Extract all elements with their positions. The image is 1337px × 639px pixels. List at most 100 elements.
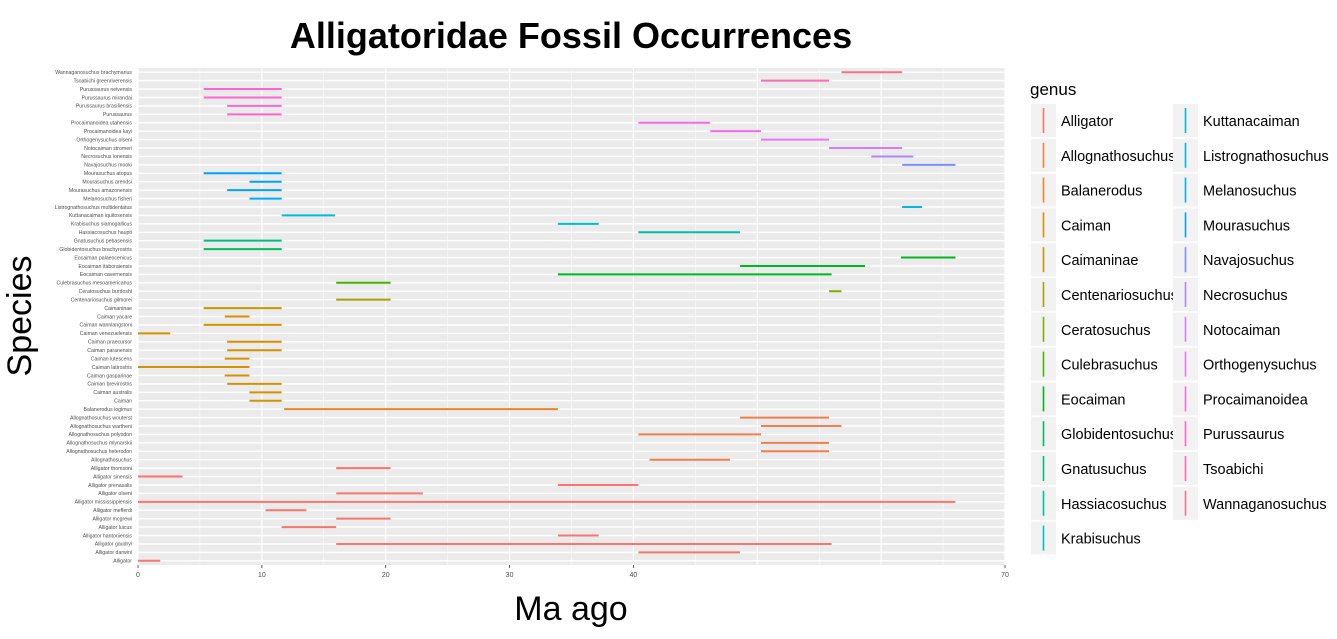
legend-label: Necrosuchus <box>1203 288 1288 304</box>
species-tick-label: Eocaiman cavernensis <box>80 272 133 278</box>
legend-label: Krabisuchus <box>1061 532 1141 548</box>
legend-item: Mourasuchus <box>1173 208 1290 242</box>
legend-item: Kuttanacaiman <box>1173 104 1300 137</box>
x-axis: 0 10 20 30 40 70 <box>136 565 1009 579</box>
legend-item: Krabisuchus <box>1031 521 1141 555</box>
x-tick-label: 70 <box>1001 572 1009 579</box>
species-tick-label: Alligator olseni <box>98 491 132 497</box>
species-tick-label: Caiman <box>114 399 132 405</box>
species-tick-label: Alligator luicus <box>99 525 133 531</box>
legend-label: Wannaganosuchus <box>1203 497 1327 513</box>
species-tick-label: Caiman praecursor <box>88 340 132 346</box>
x-axis-title: Ma ago <box>514 590 627 628</box>
species-tick-label: Mourasuchus atopus <box>84 171 133 177</box>
species-tick-label: Mourasuchus amazonensis <box>69 188 133 194</box>
species-tick-label: Alligator mcgrewi <box>93 516 133 522</box>
species-tick-label: Alligator gaudryi <box>95 542 132 548</box>
species-tick-label: Gnatusuchus pebasensis <box>74 238 133 244</box>
species-tick-label: Purussaurus neivensis <box>80 87 133 93</box>
legend-label: Culebrasuchus <box>1061 358 1158 374</box>
species-tick-label: Notocaiman stromeri <box>84 146 132 152</box>
legend-label: Alligator <box>1061 114 1114 130</box>
legend-item: Globidentosuchus <box>1031 417 1177 451</box>
y-axis-title: Species <box>1 256 39 377</box>
legend-item: Necrosuchus <box>1173 278 1288 311</box>
legend-label: Notocaiman <box>1203 323 1280 339</box>
legend-label: Allognathosuchus <box>1061 149 1175 165</box>
species-tick-label: Balanerodus logimus <box>84 407 133 413</box>
species-tick-label: Mourasuchus arendsi <box>82 180 132 186</box>
species-tick-label: Globidentosuchus brachyrostris <box>59 247 132 253</box>
species-tick-label: Wannaganosuchus brachymanus <box>55 70 132 76</box>
legend-label: Hassiacosuchus <box>1061 497 1167 513</box>
species-tick-label: Purussaurus <box>103 112 133 118</box>
species-tick-label: Alligator sinensis <box>93 474 132 480</box>
legend-item: Orthogenysuchus <box>1173 347 1317 381</box>
legend-label: Balanerodus <box>1061 184 1142 200</box>
species-tick-label: Procaimanoidea kayi <box>84 129 132 135</box>
legend-item: Ceratosuchus <box>1031 312 1150 346</box>
legend-item: Eocaiman <box>1031 382 1125 416</box>
x-tick-label: 0 <box>136 572 140 579</box>
species-tick-label: Alligator prenasalis <box>88 483 132 489</box>
species-tick-label: Alligator thomsoni <box>91 466 132 472</box>
species-tick-label: Culebrasuchus mesoamericanus <box>56 281 132 287</box>
legend-item: Tsoabichi <box>1173 452 1263 485</box>
species-tick-label: Ceratosuchus burdoshi <box>79 289 132 295</box>
legend-label: Melanosuchus <box>1203 184 1297 200</box>
species-tick-label: Allognathosuchus wouterst <box>70 415 133 421</box>
x-tick-label: 20 <box>382 572 390 579</box>
species-tick-label: Alligator hantoniensis <box>83 533 133 539</box>
species-tick-label: Eocaiman itaboraiensis <box>78 264 132 270</box>
legend-label: Listrognathosuchus <box>1203 149 1329 165</box>
legend-item: Melanosuchus <box>1173 173 1297 207</box>
legend-label: Tsoabichi <box>1203 462 1263 478</box>
species-tick-label: Allognathosuchus <box>91 458 132 464</box>
legend-item: Balanerodus <box>1031 173 1142 207</box>
species-tick-label: Kuttanacaiman iquitosensis <box>69 213 133 219</box>
species-tick-label: Listrognathosuchus multidentatus <box>55 205 133 211</box>
legend-label: Purussaurus <box>1203 427 1284 443</box>
species-tick-label: Alligator <box>113 559 132 565</box>
species-tick-label: Centenariosuchus gilmorei <box>71 297 132 303</box>
species-tick-label: Allognathosuchus mlynarskii <box>67 441 132 447</box>
legend-item: Purussaurus <box>1173 417 1284 451</box>
legend-label: Navajosuchus <box>1203 253 1294 269</box>
species-tick-label: Krabisuchus siamogallicus <box>71 222 133 228</box>
legend-label: Ceratosuchus <box>1061 323 1150 339</box>
species-ranges <box>138 71 956 562</box>
species-tick-label: Allognathosuchus heterodon <box>66 449 132 455</box>
species-tick-label: Caiman latirostris <box>92 365 132 371</box>
legend-item: Hassiacosuchus <box>1031 486 1167 520</box>
legend-label: Caimaninae <box>1061 253 1138 269</box>
species-tick-label: Caiman wannlangstoni <box>80 323 132 329</box>
species-tick-label: Eocaiman palaeocenicus <box>74 255 132 261</box>
species-tick-label: Allognathosuchus polyodon <box>69 432 133 438</box>
species-tick-label: Allognathosuchus wartheni <box>70 424 132 430</box>
species-tick-label: Orthogenysuchus olseni <box>76 137 132 143</box>
legend-title: genus <box>1030 80 1076 99</box>
legend-label: Orthogenysuchus <box>1203 358 1317 374</box>
legend-item: Notocaiman <box>1173 312 1280 346</box>
legend-item: Allognathosuchus <box>1031 138 1175 172</box>
species-tick-label: Alligator darwini <box>95 550 132 556</box>
species-tick-label: Purussaurus mirandai <box>82 95 132 101</box>
species-tick-label: Caiman yacare <box>97 314 132 320</box>
species-tick-label: Caiman gasparinae <box>87 373 132 379</box>
species-tick-label: Procaimanoidea utahensis <box>71 121 133 127</box>
legend-label: Kuttanacaiman <box>1203 114 1300 130</box>
species-tick-label: Caiman venezuelensis <box>80 331 133 337</box>
x-tick-label: 10 <box>258 572 266 579</box>
legend-label: Globidentosuchus <box>1061 427 1177 443</box>
species-tick-label: Alligator mefferdi <box>93 508 132 514</box>
legend-label: Centenariosuchus <box>1061 288 1178 304</box>
legend-item: Centenariosuchus <box>1031 278 1178 311</box>
species-tick-label: Melanosuchus fisheri <box>83 196 132 202</box>
species-tick-label: Caiman brevirostris <box>87 382 132 388</box>
legend-item: Culebrasuchus <box>1031 347 1158 381</box>
species-tick-label: Alligator mississippiensis <box>75 500 133 506</box>
legend-item: Listrognathosuchus <box>1173 138 1329 172</box>
legend-item: Caiman <box>1031 208 1111 242</box>
species-tick-label: Caiman paranensis <box>87 348 132 354</box>
